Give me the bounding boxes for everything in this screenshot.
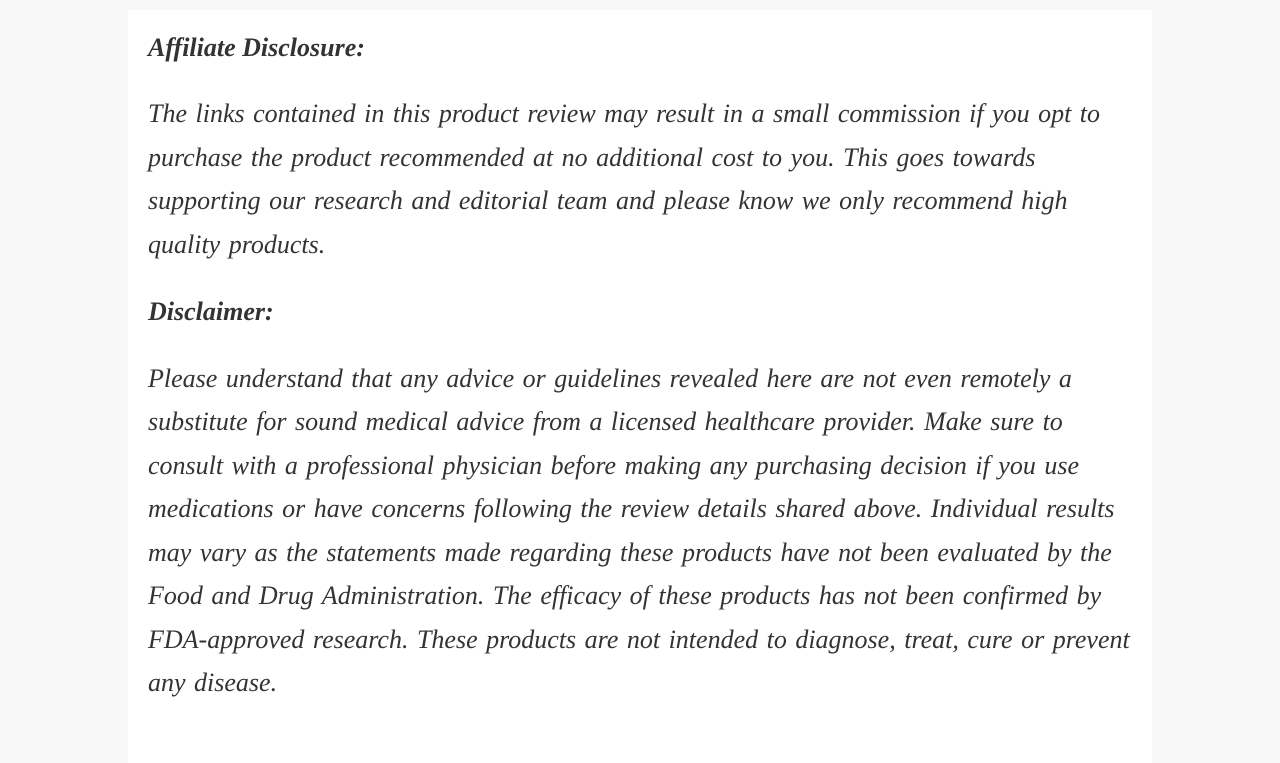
section-disclaimer: Disclaimer: Please understand that any a… [148, 294, 1132, 704]
content-area: Affiliate Disclosure: The links containe… [128, 10, 1152, 763]
section-affiliate-disclosure: Affiliate Disclosure: The links containe… [148, 30, 1132, 266]
disclaimer-body: Please understand that any advice or gui… [148, 363, 1130, 698]
affiliate-disclosure-body: The links contained in this product revi… [148, 99, 1101, 259]
disclaimer-heading: Disclaimer: [148, 297, 274, 327]
affiliate-disclosure-heading: Affiliate Disclosure: [148, 33, 365, 62]
